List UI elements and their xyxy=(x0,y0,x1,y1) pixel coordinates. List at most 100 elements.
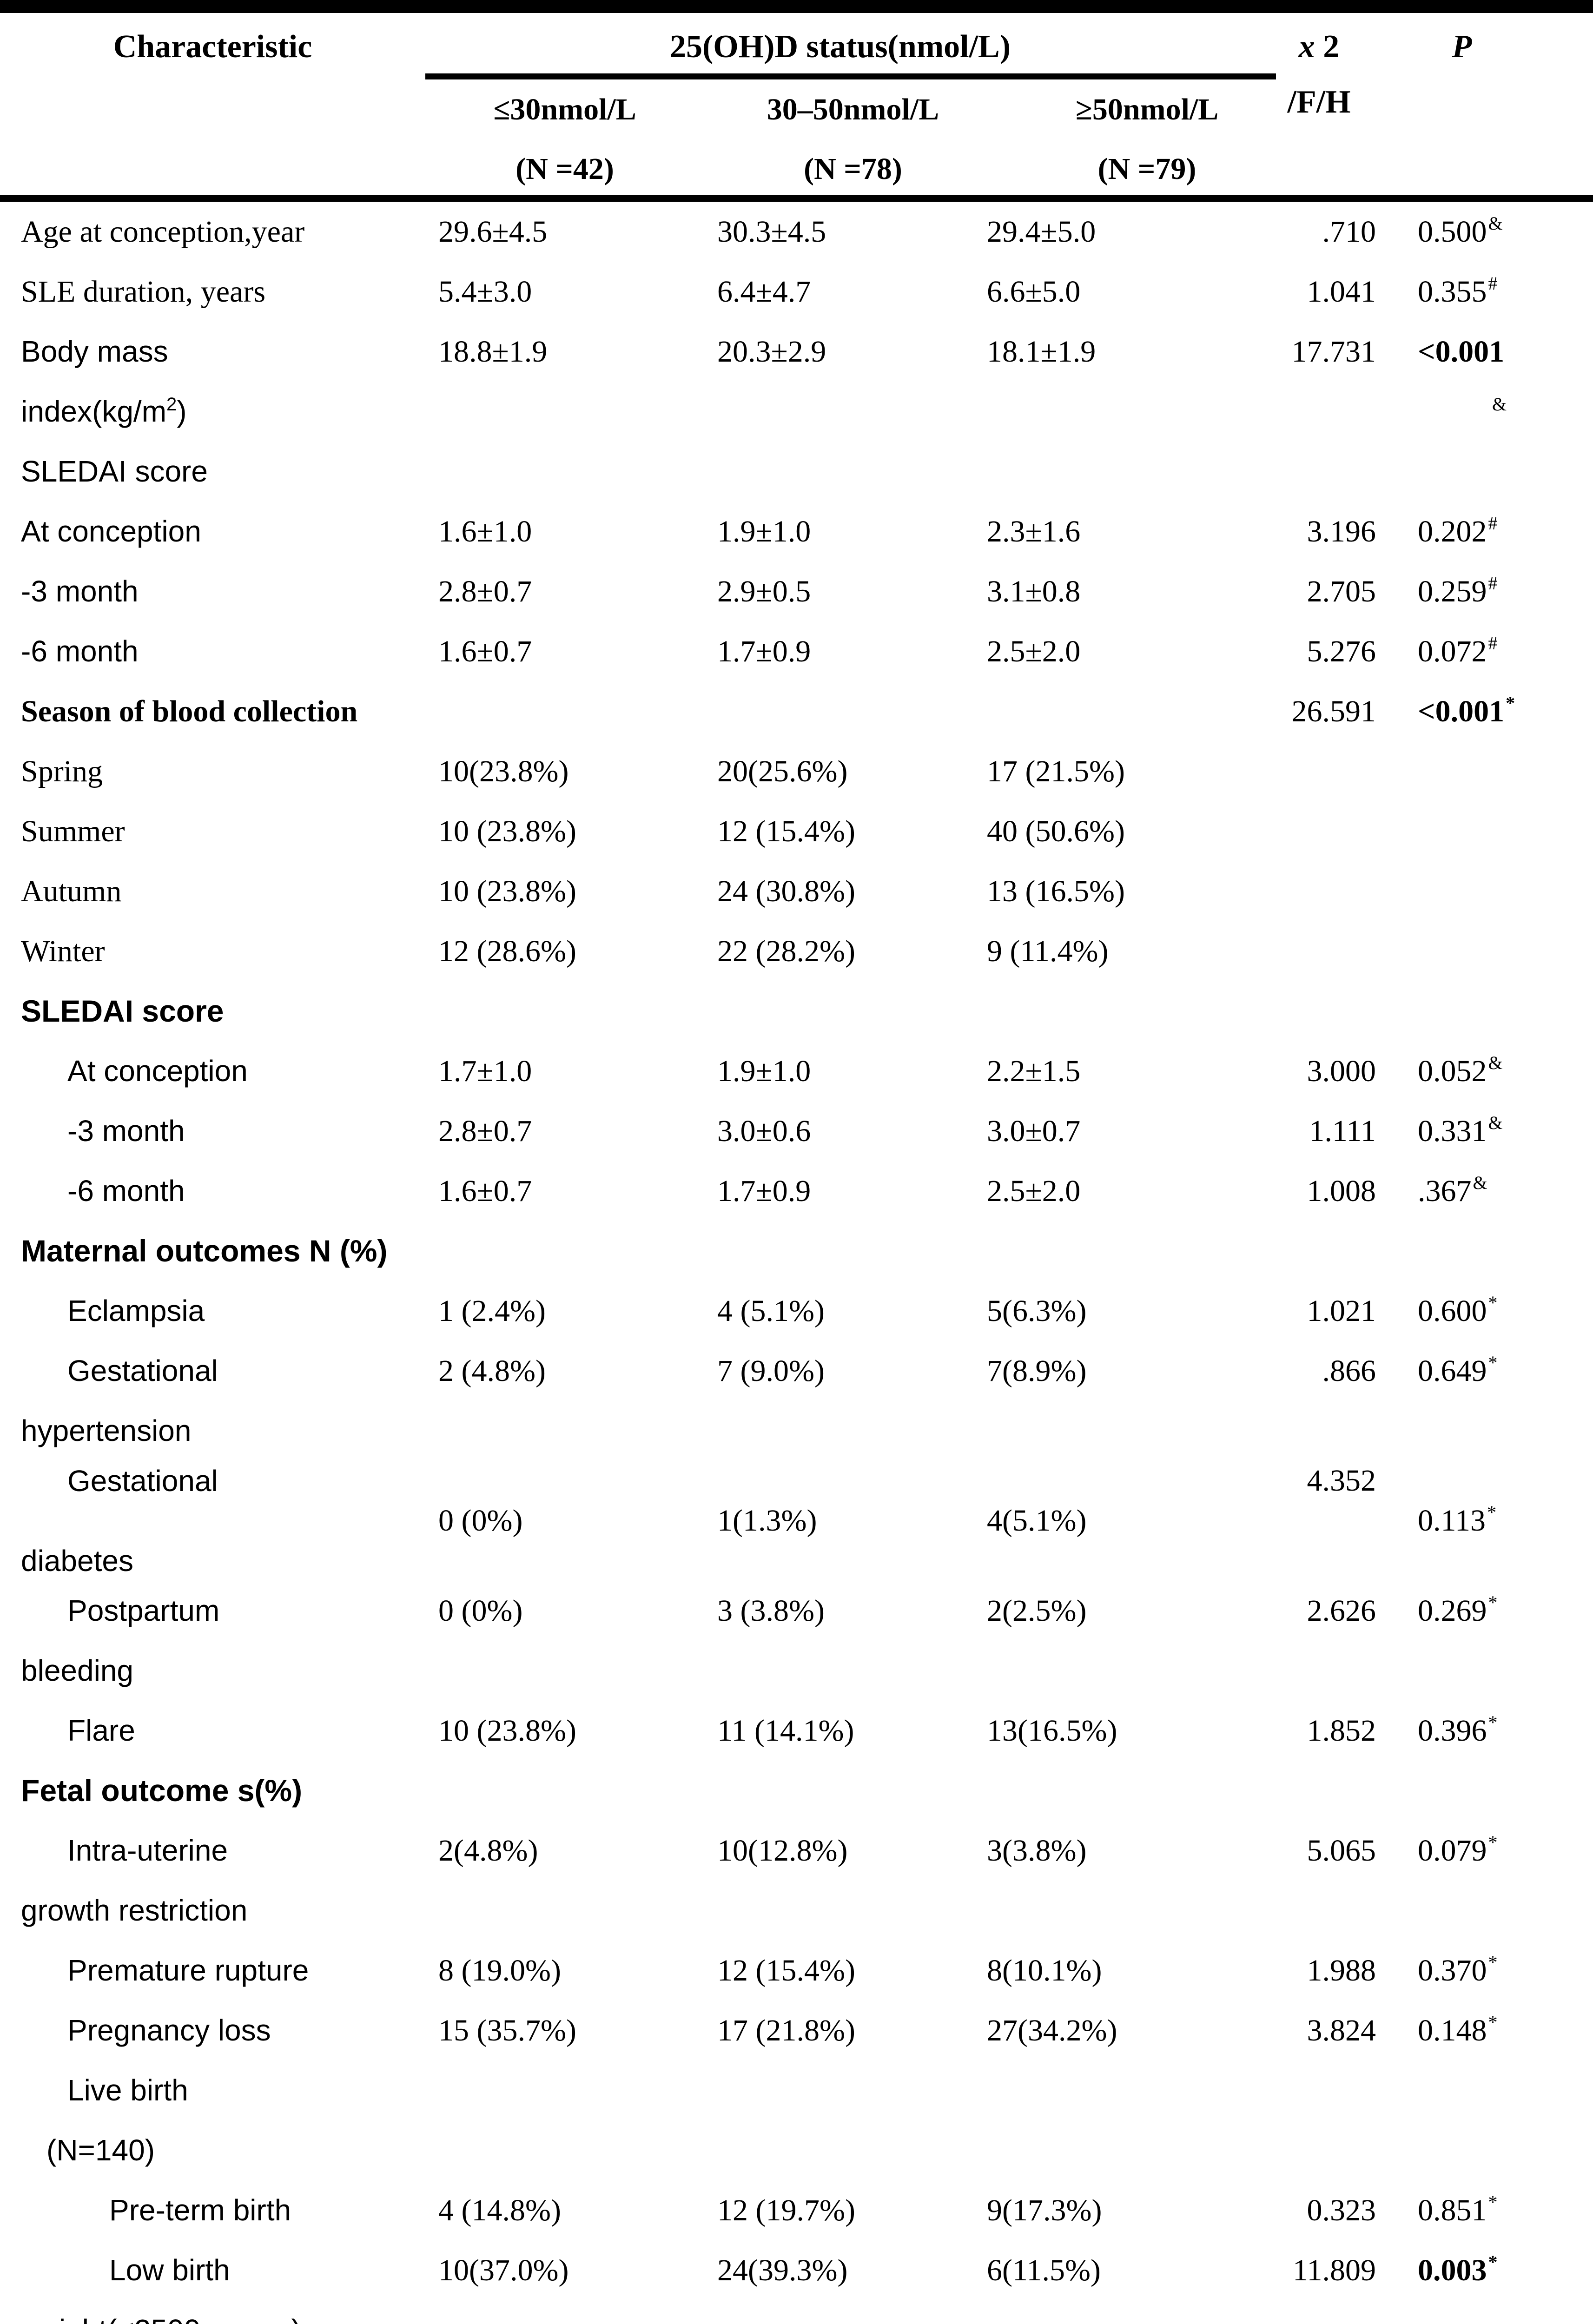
cell-chi-value: 0.323 xyxy=(1307,2193,1376,2227)
group-header-ge50: ≥50nmol/L xyxy=(1075,92,1219,126)
p-value: 0.500 xyxy=(1418,215,1487,249)
p-superscript-line: & xyxy=(1418,382,1593,442)
cell-characteristic: -3 month xyxy=(67,1114,185,1148)
label-line-1: Live birth xyxy=(67,2073,188,2107)
cell-group1-value: 0 (0%) xyxy=(438,1504,523,1538)
label-line-1: Body mass xyxy=(21,335,168,368)
cell-group2-value: 20.3±2.9 xyxy=(717,335,826,369)
cell-characteristic: Winter xyxy=(21,934,105,968)
group-n-30-50: (N =78) xyxy=(804,152,902,186)
cell-group2-value: 6.4±4.7 xyxy=(717,275,811,309)
cell-chi-value xyxy=(1255,921,1383,981)
p-superscript: # xyxy=(1488,273,1498,294)
cell-group2-value: 1.9±1.0 xyxy=(717,1054,811,1088)
p-superscript: & xyxy=(1473,1172,1487,1193)
table-row: Low birth weight(<2500 grams) 10(37.0%) 24(… xyxy=(0,2240,1593,2324)
cell-group2-value: 24 (30.8%) xyxy=(717,874,855,908)
cell-group2-value: 17 (21.8%) xyxy=(717,2014,855,2047)
cell-group3-value: 2.5±2.0 xyxy=(987,634,1081,668)
cell-chi-value: 3.824 xyxy=(1307,2014,1376,2047)
cell-characteristic: Age at conception,year xyxy=(21,215,305,249)
cell-p-value: .367& xyxy=(1383,1161,1593,1225)
cell-group3-value: 9(17.3%) xyxy=(987,2193,1102,2227)
cell-chi-value: 5.276 xyxy=(1307,634,1376,668)
cell-group2-value: 1.7±0.9 xyxy=(717,634,811,668)
table-row: At conception 1.6±1.0 1.9±1.0 2.3±1.6 3.196 0… xyxy=(0,502,1593,561)
label-line-2: (N=140) xyxy=(46,2133,155,2167)
table-row: Spring 10(23.8%) 20(25.6%) 17 (21.5%) xyxy=(0,741,1593,801)
cell-chi-value: 1.852 xyxy=(1307,1714,1376,1748)
cell-group2-value: 4 (5.1%) xyxy=(717,1294,825,1328)
row-line: Gestational 4.352 xyxy=(0,1461,1593,1501)
cell-p-value: 0.269* xyxy=(1383,1581,1593,1644)
cell-group2-value xyxy=(704,1221,974,1281)
cell-group1-value: 29.6±4.5 xyxy=(438,215,548,249)
cell-chi-value xyxy=(1255,741,1383,801)
cell-group3-value: 29.4±5.0 xyxy=(987,215,1096,249)
cell-characteristic: Pre-term birth xyxy=(109,2193,291,2227)
p-value: 0.331 xyxy=(1418,1114,1487,1148)
cell xyxy=(1255,1541,1383,1581)
cell-group3-value: 7(8.9%) xyxy=(987,1354,1087,1388)
cell-characteristic: Fetal outcome s(%) xyxy=(21,1773,303,1808)
cell xyxy=(1383,1461,1593,1501)
table-row: Maternal outcomes N (%) xyxy=(0,1221,1593,1281)
table-header: Characteristic 25(OH)D status(nmol/L) x … xyxy=(0,13,1593,202)
cell-p-value: <0.001* xyxy=(1383,681,1593,745)
cell-group1-value: 4 (14.8%) xyxy=(438,2193,561,2227)
table-row: Body mass index(kg/m2) 18.8±1.9 20.3±2.9 18.… xyxy=(0,322,1593,442)
cell-group1-value: 1 (2.4%) xyxy=(438,1294,546,1328)
table-row: -3 month 2.8±0.7 2.9±0.5 3.1±0.8 2.705 0.259# xyxy=(0,561,1593,621)
cell-group3-value: 18.1±1.9 xyxy=(987,335,1096,369)
cell-group1-value xyxy=(425,442,704,502)
label-part: index(kg/m xyxy=(21,395,166,428)
table-row: Flare 10 (23.8%) 11 (14.1%) 13(16.5%) 1.852 0… xyxy=(0,1701,1593,1761)
group-header-30-50: 30–50nmol/L xyxy=(767,92,939,126)
table-row: SLE duration, years 5.4±3.0 6.4±4.7 6.6±5.0… xyxy=(0,262,1593,322)
p-superscript: # xyxy=(1488,513,1498,534)
cell-p-value xyxy=(1383,442,1593,502)
cell-p-value: <0.001 & xyxy=(1383,322,1593,442)
cell-group3-value: 2.5±2.0 xyxy=(987,1174,1081,1208)
table-row: -3 month 2.8±0.7 3.0±0.6 3.0±0.7 1.111 0.331& xyxy=(0,1101,1593,1161)
cell-characteristic: Season of blood collection xyxy=(21,694,358,728)
cell-chi-value: 1.008 xyxy=(1307,1174,1376,1208)
cell-group2-value: 11 (14.1%) xyxy=(717,1714,854,1748)
cell-characteristic: Premature rupture xyxy=(67,1954,309,1987)
col-header-characteristic: Characteristic xyxy=(113,29,312,65)
cell-group3-value xyxy=(974,1221,1255,1281)
cell-characteristic: -3 month xyxy=(21,574,139,608)
table-row: Postpartum bleeding 0 (0%) 3 (3.8%) 2(2.5%) 2… xyxy=(0,1581,1593,1701)
table-body: Age at conception,year 29.6±4.5 30.3±4.5 29… xyxy=(0,202,1593,2324)
chi-symbol: x xyxy=(1298,29,1315,65)
cell-group2-value xyxy=(704,681,974,745)
label-line-2: index(kg/m2) xyxy=(0,382,425,442)
table-row: Age at conception,year 29.6±4.5 30.3±4.5 29… xyxy=(0,202,1593,262)
cell-group3-value: 13(16.5%) xyxy=(987,1714,1117,1748)
cell-characteristic: Summer xyxy=(21,814,125,848)
table-row: Premature rupture 8 (19.0%) 12 (15.4%) 8(10… xyxy=(0,1941,1593,2000)
cell-group1-value: 10 (23.8%) xyxy=(438,874,576,908)
cell-group3-value: 40 (50.6%) xyxy=(987,814,1125,848)
cell-group1-value: 0 (0%) xyxy=(438,1594,523,1628)
table-row: Autumn 10 (23.8%) 24 (30.8%) 13 (16.5%) xyxy=(0,861,1593,921)
group-n-ge50: (N =79) xyxy=(1097,152,1196,186)
table-row: -6 month 1.6±0.7 1.7±0.9 2.5±2.0 5.276 0.072# xyxy=(0,621,1593,681)
p-superscript: * xyxy=(1488,1832,1498,1853)
cell-group3-value: 27(34.2%) xyxy=(987,2014,1117,2047)
cell-p-value: 0.331& xyxy=(1383,1101,1593,1165)
p-value: 0.649 xyxy=(1418,1354,1487,1388)
cell-group3-value: 9 (11.4%) xyxy=(987,934,1109,968)
cell xyxy=(0,1501,425,1545)
cell-group3-value: 6(11.5%) xyxy=(987,2253,1101,2287)
cell-group3-value: 3.0±0.7 xyxy=(987,1114,1081,1148)
p-value: 0.851 xyxy=(1418,2193,1487,2227)
cell-group1-value: 1.6±1.0 xyxy=(438,515,532,548)
cell-characteristic: Spring xyxy=(21,754,103,788)
cell xyxy=(425,1541,704,1581)
header-bottom-rule xyxy=(0,195,1593,202)
table-row: Season of blood collection 26.591 <0.001* xyxy=(0,681,1593,741)
cell-group1-value: 2.8±0.7 xyxy=(438,1114,532,1148)
cell xyxy=(425,1461,704,1501)
